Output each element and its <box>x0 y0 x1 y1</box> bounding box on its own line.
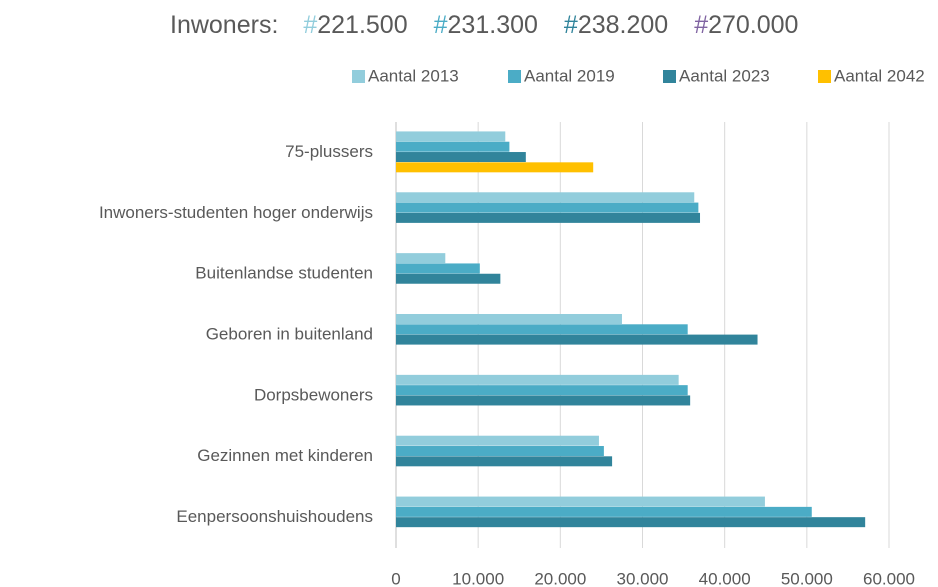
bar <box>396 273 501 284</box>
bar <box>396 456 613 467</box>
header-marker: # <box>303 11 317 39</box>
header-marker: # <box>564 11 578 39</box>
y-tick-label: Geboren in buitenland <box>206 324 373 343</box>
bar <box>396 192 695 203</box>
bar <box>396 385 688 396</box>
header-value: 270.000 <box>708 11 798 39</box>
header-value: 221.500 <box>317 11 407 39</box>
bar <box>396 152 526 163</box>
legend-swatch <box>663 70 676 83</box>
bar <box>396 334 758 345</box>
bar <box>396 141 510 152</box>
legend-label: Aantal 2019 <box>524 66 615 85</box>
y-tick-label: 75-plussers <box>285 142 373 161</box>
bar <box>396 517 866 528</box>
y-tick-label: Inwoners-studenten hoger onderwijs <box>99 203 373 222</box>
x-tick-label: 40.000 <box>699 569 751 587</box>
y-tick-label: Eenpersoonshuishoudens <box>176 507 373 526</box>
legend-label: Aantal 2023 <box>679 66 770 85</box>
bar <box>396 162 594 173</box>
bar <box>396 446 604 457</box>
header-marker: # <box>694 11 708 39</box>
x-tick-label: 20.000 <box>534 569 586 587</box>
bar <box>396 496 765 507</box>
x-tick-label: 10.000 <box>452 569 504 587</box>
header-label: Inwoners: <box>170 11 278 39</box>
x-tick-label: 30.000 <box>617 569 669 587</box>
legend-swatch <box>818 70 831 83</box>
bar <box>396 202 699 213</box>
legend-label: Aantal 2042 <box>834 66 925 85</box>
y-tick-label: Gezinnen met kinderen <box>197 446 373 465</box>
bar <box>396 263 480 274</box>
bar <box>396 253 446 264</box>
y-tick-label: Buitenlandse studenten <box>195 264 373 283</box>
bar <box>396 374 679 385</box>
header: Inwoners: #221.500 #231.300 #238.200 #270.0… <box>170 11 798 39</box>
legend-swatch <box>352 70 365 83</box>
bar <box>396 324 688 335</box>
bar <box>396 395 691 406</box>
header-value: 238.200 <box>578 11 668 39</box>
bar <box>396 506 812 517</box>
x-tick-label: 0 <box>391 569 400 587</box>
legend-swatch <box>508 70 521 83</box>
bar <box>396 314 622 324</box>
bar <box>396 435 599 446</box>
x-tick-label: 60.000 <box>863 569 915 587</box>
bar <box>396 212 701 223</box>
header-value: 231.300 <box>448 11 538 39</box>
bar <box>396 131 506 142</box>
header-marker: # <box>434 11 448 39</box>
x-tick-label: 50.000 <box>781 569 833 587</box>
y-tick-label: Dorpsbewoners <box>254 385 373 404</box>
legend-label: Aantal 2013 <box>368 66 459 85</box>
